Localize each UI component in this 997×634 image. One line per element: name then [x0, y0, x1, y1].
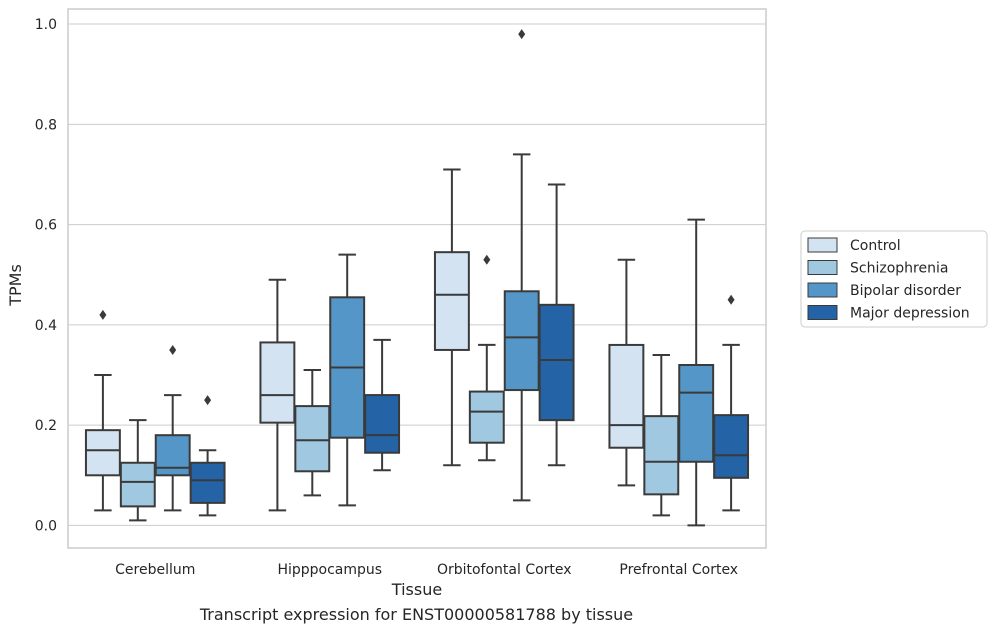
box-body [608, 343, 645, 449]
y-tick-label: 1.0 [35, 17, 57, 33]
outlier-point [518, 29, 526, 40]
legend-label: Control [850, 238, 901, 254]
y-tick-label: 0.4 [35, 318, 57, 334]
box-body [713, 414, 750, 479]
box-body [538, 303, 575, 422]
figure-caption: Transcript expression for ENST0000058178… [199, 605, 634, 624]
box-body [503, 290, 540, 392]
box-body [364, 394, 401, 454]
plot-area: 0.0 0.2 0.4 0.6 0.8 1.0 Cerebellum Hipppocampus… [35, 8, 767, 578]
box-body [678, 363, 715, 463]
outlier-point [483, 254, 491, 265]
box-body [643, 415, 680, 496]
box-body [154, 434, 191, 477]
box-body [468, 390, 505, 444]
x-axis-label: Tissue [391, 580, 442, 599]
legend-label: Major depression [850, 306, 970, 322]
legend-frame [800, 230, 988, 328]
box-body [84, 429, 121, 477]
outlier-point [727, 294, 735, 305]
y-tick-label: 0.2 [35, 418, 57, 434]
y-tick-label: 0.0 [35, 518, 57, 534]
legend-swatch [807, 282, 838, 298]
legend-label: Bipolar disorder [850, 283, 961, 299]
outlier-point [99, 309, 107, 320]
y-tick-label: 0.8 [35, 117, 57, 133]
legend-label: Schizophrenia [850, 261, 948, 277]
y-tick-label: 0.6 [35, 218, 57, 234]
box-body [433, 251, 470, 351]
box-body [119, 461, 156, 508]
x-tick-label: Prefrontal Cortex [619, 562, 738, 578]
x-tick-label: Orbitofontal Cortex [437, 562, 572, 578]
outlier-point [169, 344, 177, 355]
y-axis-label: TPMs [6, 264, 25, 307]
legend-swatch [807, 260, 838, 275]
plot-frame [67, 8, 767, 549]
outlier-point [204, 395, 212, 406]
box-body [259, 341, 296, 424]
legend-swatch [807, 305, 838, 320]
box-body [189, 461, 226, 504]
x-tick-label: Hipppocampus [277, 562, 382, 578]
x-tick-label: Cerebellum [115, 562, 195, 578]
box-body [294, 405, 331, 473]
legend: Control Schizophrenia Bipolar disorder Majo… [800, 230, 988, 328]
legend-swatch [807, 237, 838, 253]
